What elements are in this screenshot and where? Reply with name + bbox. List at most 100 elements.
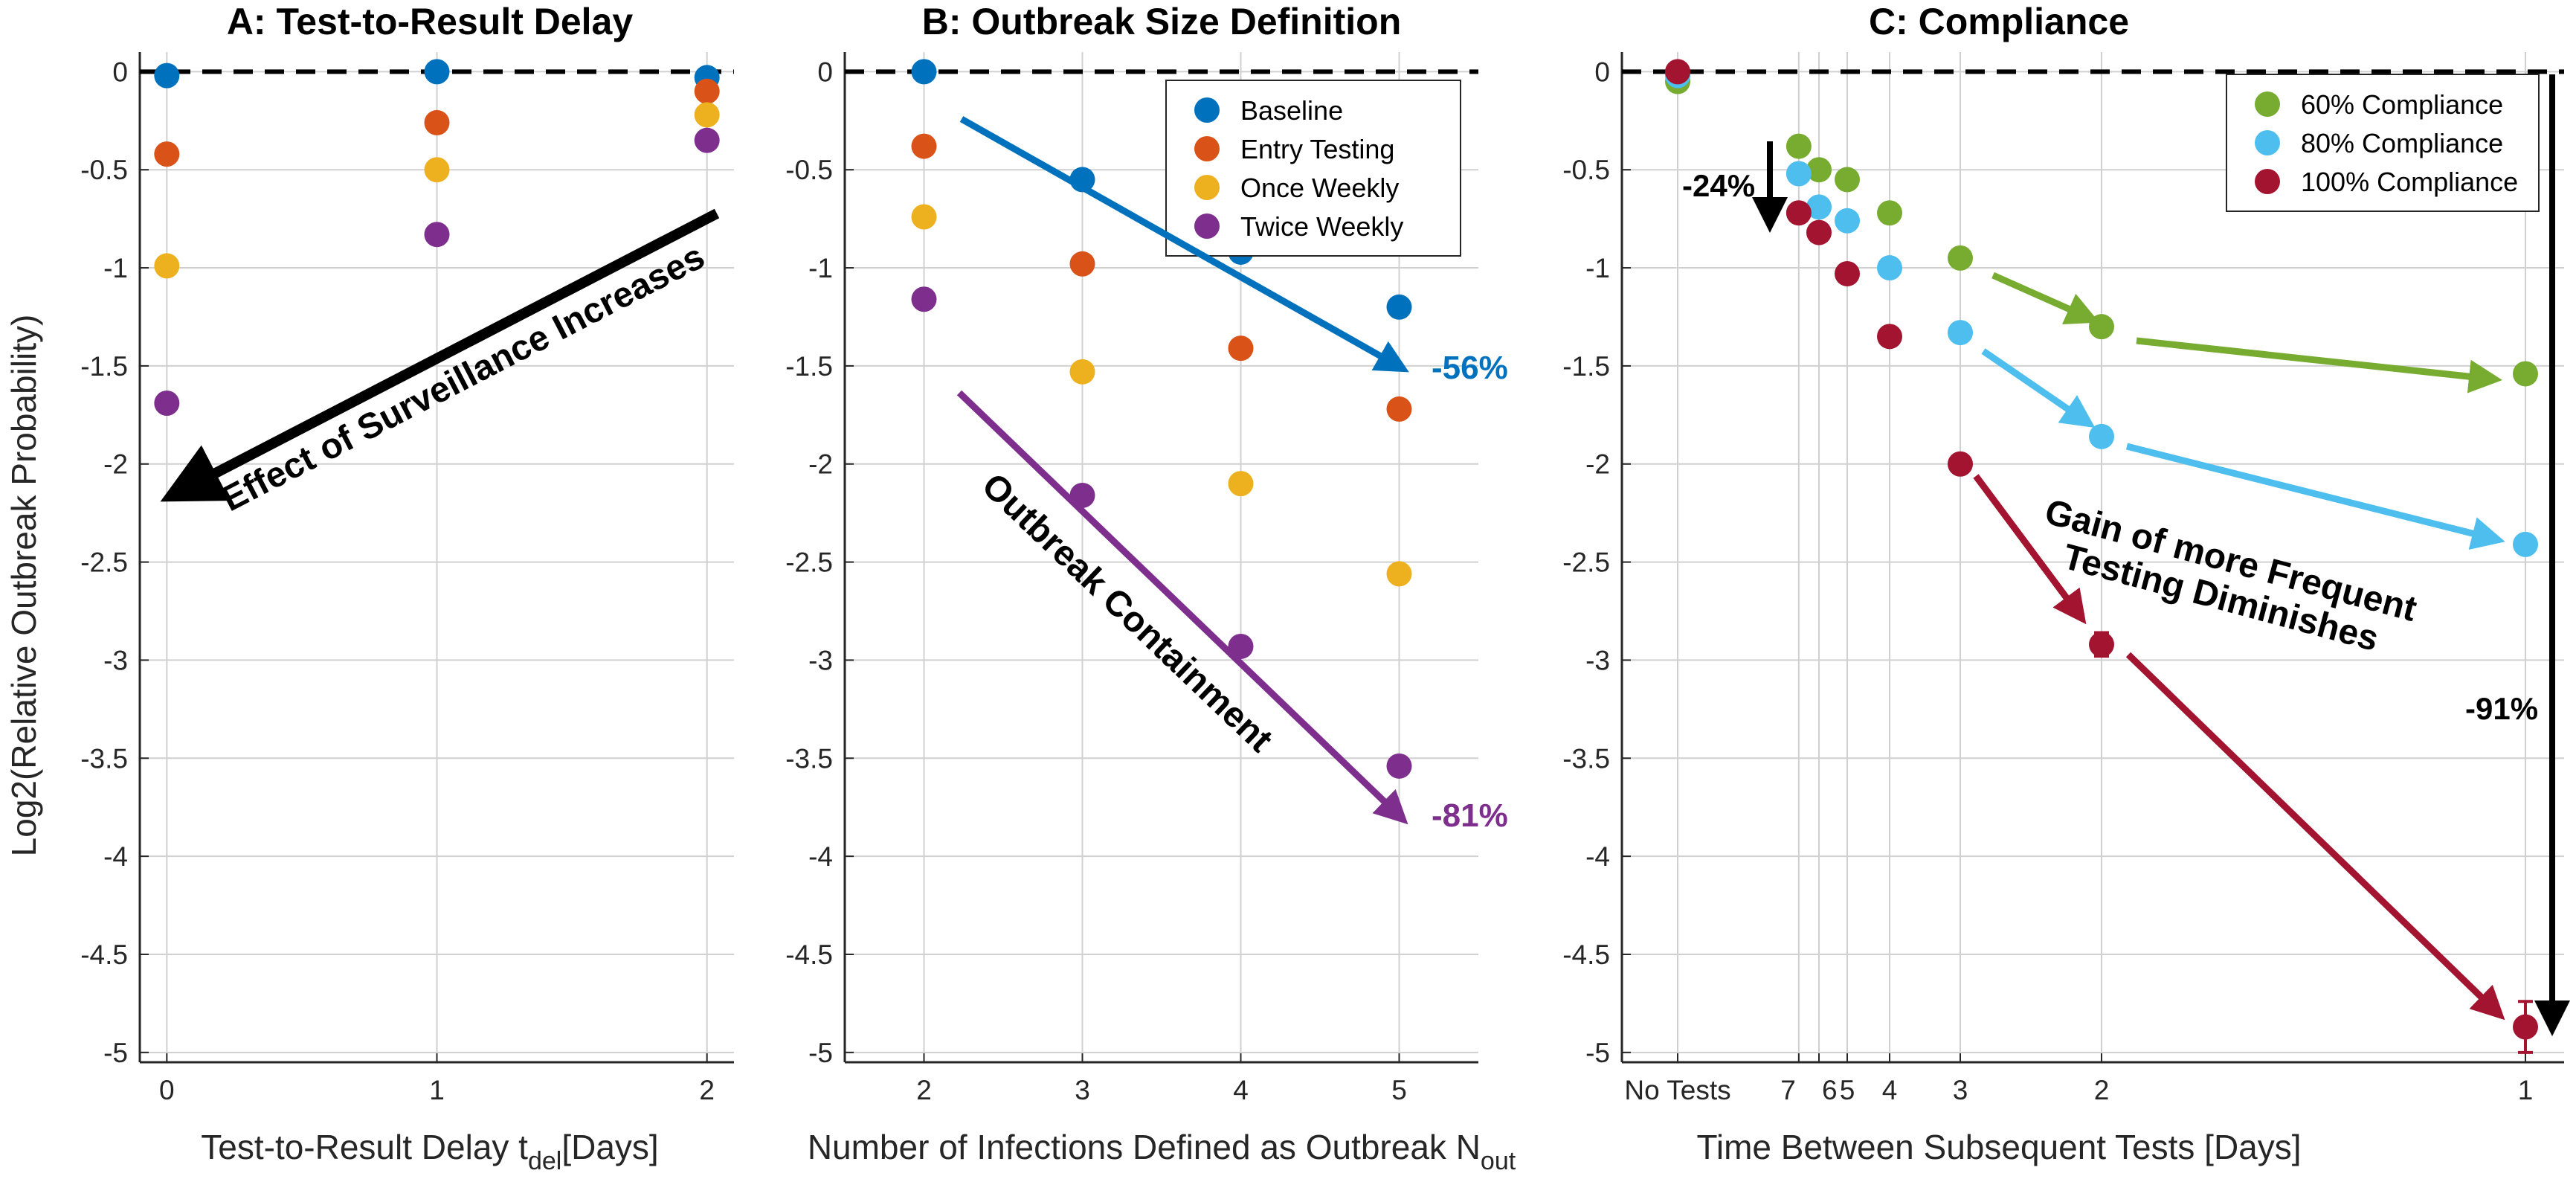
panel-c-80-compliance-point <box>1948 320 1973 346</box>
panel-c-80-compliance-point <box>2513 531 2538 557</box>
panel-b-plot: 0 -0.5 -1 -1.5 -2 -2.5 -3 -3.5 -4 -4.5 -5 2 3 4 5 Basel… <box>785 52 1478 1105</box>
panel-c-x-tick-label: 6 <box>1822 1075 1838 1105</box>
panel-b-entry-testing-point <box>1069 251 1095 277</box>
panel-b-legend-marker <box>1194 213 1220 239</box>
panel-a-y-tick-label: -4 <box>103 841 128 872</box>
panel-c-100-compliance-point <box>1665 59 1690 85</box>
panel-b-once-weekly-point <box>1386 561 1412 587</box>
panel-a-x-tick-label: 2 <box>699 1075 715 1105</box>
panel-b-once-weekly-point <box>1069 359 1095 385</box>
panel-c-y-tick-label: 0 <box>1594 57 1610 87</box>
panel-c-y-tick-label: -1 <box>1585 253 1610 283</box>
panel-a-y-tick-label: -4.5 <box>80 940 128 970</box>
panel-a-entry-testing-point <box>424 109 450 135</box>
panel-c-y-tick-label: -4 <box>1585 841 1610 872</box>
panel-c-100-compliance-point <box>2089 632 2114 658</box>
surveillance-arrow-label: Effect of Surveillance Increases <box>216 237 711 519</box>
panel-a-once-weekly-point <box>424 157 450 183</box>
panel-a-x-axis-label: Test-to-Result Delay tdel[Days] <box>201 1128 658 1175</box>
panel-b-entry-testing-point <box>1228 335 1254 362</box>
panel-a-y-tick-label: 0 <box>112 57 128 87</box>
outbreak-containment-label: Outbreak Containment <box>974 466 1280 759</box>
panel-c-legend-label: 80% Compliance <box>2301 128 2503 158</box>
panel-c-x-axis-label: Time Between Subsequent Tests [Days] <box>1696 1128 2301 1166</box>
panel-c-60-compliance-point <box>1835 167 1860 193</box>
panel-a-x-tick-label: 1 <box>429 1075 445 1105</box>
panel-a-x-axis-label-main: Test-to-Result Delay t <box>201 1128 528 1166</box>
panel-c-y-tick-label: -5 <box>1585 1038 1610 1068</box>
panel-b-once-weekly-point <box>911 204 937 230</box>
twice-weekly-trend-arrow <box>956 390 1408 825</box>
panel-c-plot: 0 -0.5 -1 -1.5 -2 -2.5 -3 -3.5 -4 -4.5 -5 No Tests 7… <box>1562 52 2564 1105</box>
panel-c-legend-label: 100% Compliance <box>2301 167 2518 197</box>
panel-b-x-axis-label: Number of Infections Defined as Outbreak… <box>808 1128 1516 1175</box>
panel-a-y-tick-label: -1 <box>103 253 128 283</box>
panel-b-legend-marker <box>1194 136 1220 161</box>
panel-c-100-compliance-point <box>1806 219 1832 245</box>
panel-b-once-weekly-point <box>1228 471 1254 497</box>
panel-b-y-tick-label: -4 <box>808 841 833 872</box>
panel-c-60-compliance-point <box>1806 157 1832 183</box>
panel-c-x-tick-label: 4 <box>1882 1075 1898 1105</box>
panel-c-60-compliance-point <box>2513 361 2538 387</box>
panel-a-once-weekly-point <box>154 253 180 279</box>
panel-b-y-tick-label: -1 <box>808 253 833 283</box>
panel-c-x-tick-label: 7 <box>1780 1075 1796 1105</box>
panel-b: B: Outbreak Size Definition 0 -0.5 -1 -1.5 -… <box>785 1 1516 1175</box>
panel-b-x-axis-label-sub: out <box>1481 1147 1516 1175</box>
panel-c-80-compliance-point <box>2089 423 2114 449</box>
panel-b-x-tick-label: 3 <box>1075 1075 1090 1105</box>
panel-a-entry-testing-point <box>154 141 180 167</box>
panel-b-legend-marker <box>1194 175 1220 200</box>
panel-c-y-tick-label: -1.5 <box>1562 351 1610 382</box>
panel-b-y-tick-label: -5 <box>808 1038 833 1068</box>
panel-c-title: C: Compliance <box>1869 1 2129 42</box>
baseline-change-label: -56% <box>1432 350 1508 386</box>
total-drop-label: -91% <box>2465 691 2538 726</box>
panel-c-legend-marker <box>2255 169 2280 194</box>
panel-b-x-tick-label: 5 <box>1391 1075 1407 1105</box>
compliance-100-arrow-1 <box>1973 474 2087 625</box>
panel-c-legend-label: 60% Compliance <box>2301 89 2503 120</box>
panel-c-y-tick-label: -4.5 <box>1562 940 1610 970</box>
panel-b-y-tick-label: -2.5 <box>785 547 833 578</box>
compliance-80-arrow-2 <box>2125 443 2505 550</box>
panel-c-100-compliance-point <box>1786 200 1812 226</box>
panel-b-legend-label: Once Weekly <box>1240 173 1399 203</box>
twice-weekly-change-label: -81% <box>1432 797 1508 834</box>
panel-b-title: B: Outbreak Size Definition <box>922 1 1402 42</box>
panel-b-baseline-point <box>911 59 937 85</box>
panel-b-y-tick-label: -2 <box>808 449 833 480</box>
panel-b-baseline-point <box>1386 294 1412 320</box>
panel-c-100-compliance-point <box>1948 451 1973 477</box>
panel-b-y-tick-label: -0.5 <box>785 155 833 185</box>
baseline-trend-arrow <box>959 116 1409 373</box>
panel-c-legend-marker <box>2255 130 2280 155</box>
panel-a-plot: 0 -0.5 -1 -1.5 -2 -2.5 -3 -3.5 -4 -4.5 -5 0 1 2 <box>80 52 734 1105</box>
panel-a-x-tick-label: 0 <box>159 1075 175 1105</box>
panel-b-x-axis-label-main: Number of Infections Defined as Outbreak… <box>808 1128 1481 1166</box>
no-tests-drop-label: -24% <box>1682 168 1755 203</box>
panel-b-twice-weekly-point <box>1386 753 1412 779</box>
panel-a-entry-testing-point <box>694 78 720 104</box>
panel-a-y-tick-label: -1.5 <box>80 351 128 382</box>
compliance-60-arrow-2 <box>2136 337 2502 394</box>
panel-b-twice-weekly-point <box>1228 633 1254 659</box>
panel-a-x-axis-label-tail: [Days] <box>561 1128 658 1166</box>
panel-b-legend-label: Baseline <box>1240 95 1343 126</box>
panel-c-80-compliance-point <box>1806 194 1832 220</box>
panel-b-legend-label: Twice Weekly <box>1240 211 1403 242</box>
panel-a-twice-weekly-point <box>694 127 720 153</box>
compliance-80-arrow-1 <box>1981 348 2096 428</box>
panel-c-y-tick-label: -3.5 <box>1562 743 1610 774</box>
panel-c-60-compliance-point <box>1948 245 1973 271</box>
panel-c-x-tick-label: 3 <box>1953 1075 1968 1105</box>
panel-b-entry-testing-point <box>911 133 937 159</box>
panel-a-twice-weekly-point <box>424 222 450 248</box>
panel-c-y-tick-label: -2 <box>1585 449 1610 480</box>
panel-c-100-compliance-point <box>1835 260 1860 286</box>
panel-a-twice-weekly-point <box>154 391 180 417</box>
panel-a-y-tick-label: -3.5 <box>80 743 128 774</box>
panel-b-legend-marker <box>1194 97 1220 123</box>
panel-c-100-compliance-point <box>1877 324 1902 350</box>
